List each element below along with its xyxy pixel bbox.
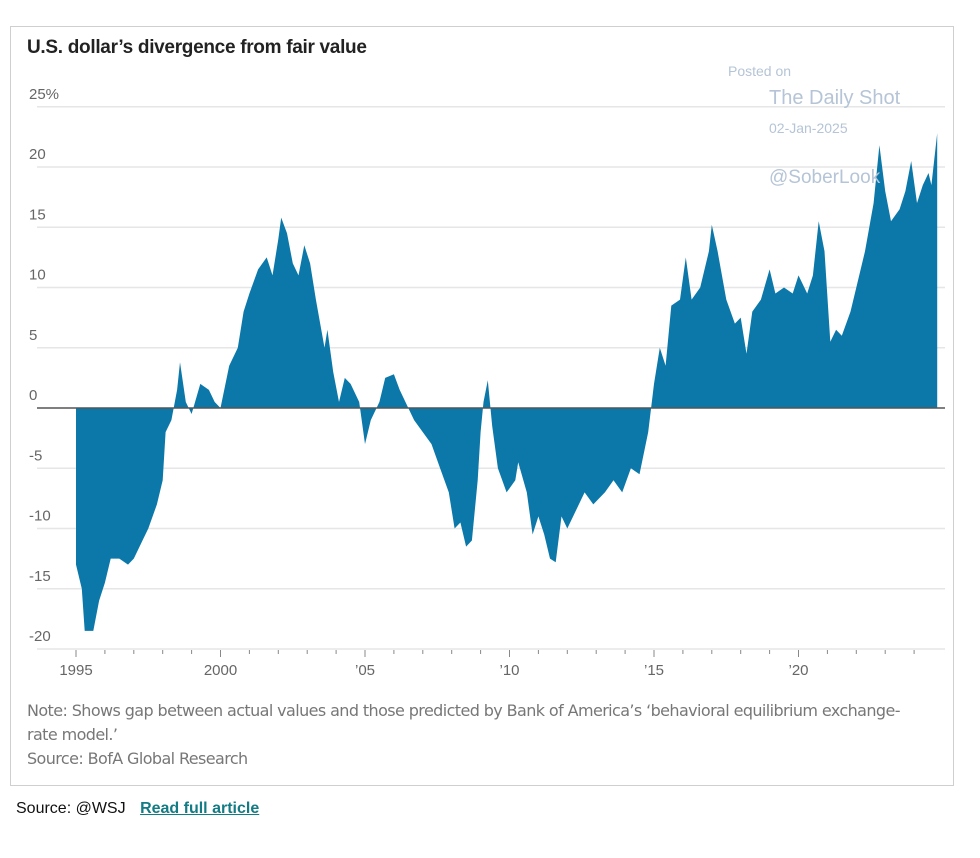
y-tick-label: -10 <box>29 508 51 525</box>
footer-source: Source: @WSJ <box>16 800 126 817</box>
y-tick-label: -20 <box>29 628 51 645</box>
series-area <box>76 133 938 631</box>
chart-card: U.S. dollar’s divergence from fair value… <box>10 26 954 786</box>
chart-title: U.S. dollar’s divergence from fair value <box>27 37 367 58</box>
chart-note: Note: Shows gap between actual values an… <box>27 699 927 771</box>
note-text: Note: Shows gap between actual values an… <box>27 701 900 744</box>
x-tick-label: 1995 <box>59 662 92 679</box>
watermark-date: 02-Jan-2025 <box>769 120 848 136</box>
y-tick-label: 10 <box>29 267 46 284</box>
y-tick-label: -5 <box>29 447 42 464</box>
chart-plot: 25% 20 15 10 5 0 -5 -10 -15 -20 1995 2000 ’05 ’10 ’15 ’… <box>29 86 945 679</box>
watermark-brand: The Daily Shot <box>769 87 901 109</box>
y-tick-label: 25% <box>29 86 59 103</box>
y-tick-label: 5 <box>29 327 37 344</box>
x-tick-label: 2000 <box>204 662 237 679</box>
y-tick-label: 20 <box>29 146 46 163</box>
y-tick-label: 0 <box>29 387 37 404</box>
read-full-article-link[interactable]: Read full article <box>140 800 260 817</box>
source-text: Source: BofA Global Research <box>27 749 248 768</box>
x-tick-label: ’20 <box>788 662 808 679</box>
watermark-handle: @SoberLook <box>769 167 881 188</box>
watermark-posted: Posted on <box>728 63 792 79</box>
x-tick-label: ’05 <box>355 662 375 679</box>
footer: Source: @WSJ Read full article <box>16 800 259 818</box>
y-tick-label: -15 <box>29 568 51 585</box>
y-tick-label: 15 <box>29 206 46 223</box>
x-tick-label: ’10 <box>499 662 519 679</box>
x-tick-label: ’15 <box>644 662 664 679</box>
